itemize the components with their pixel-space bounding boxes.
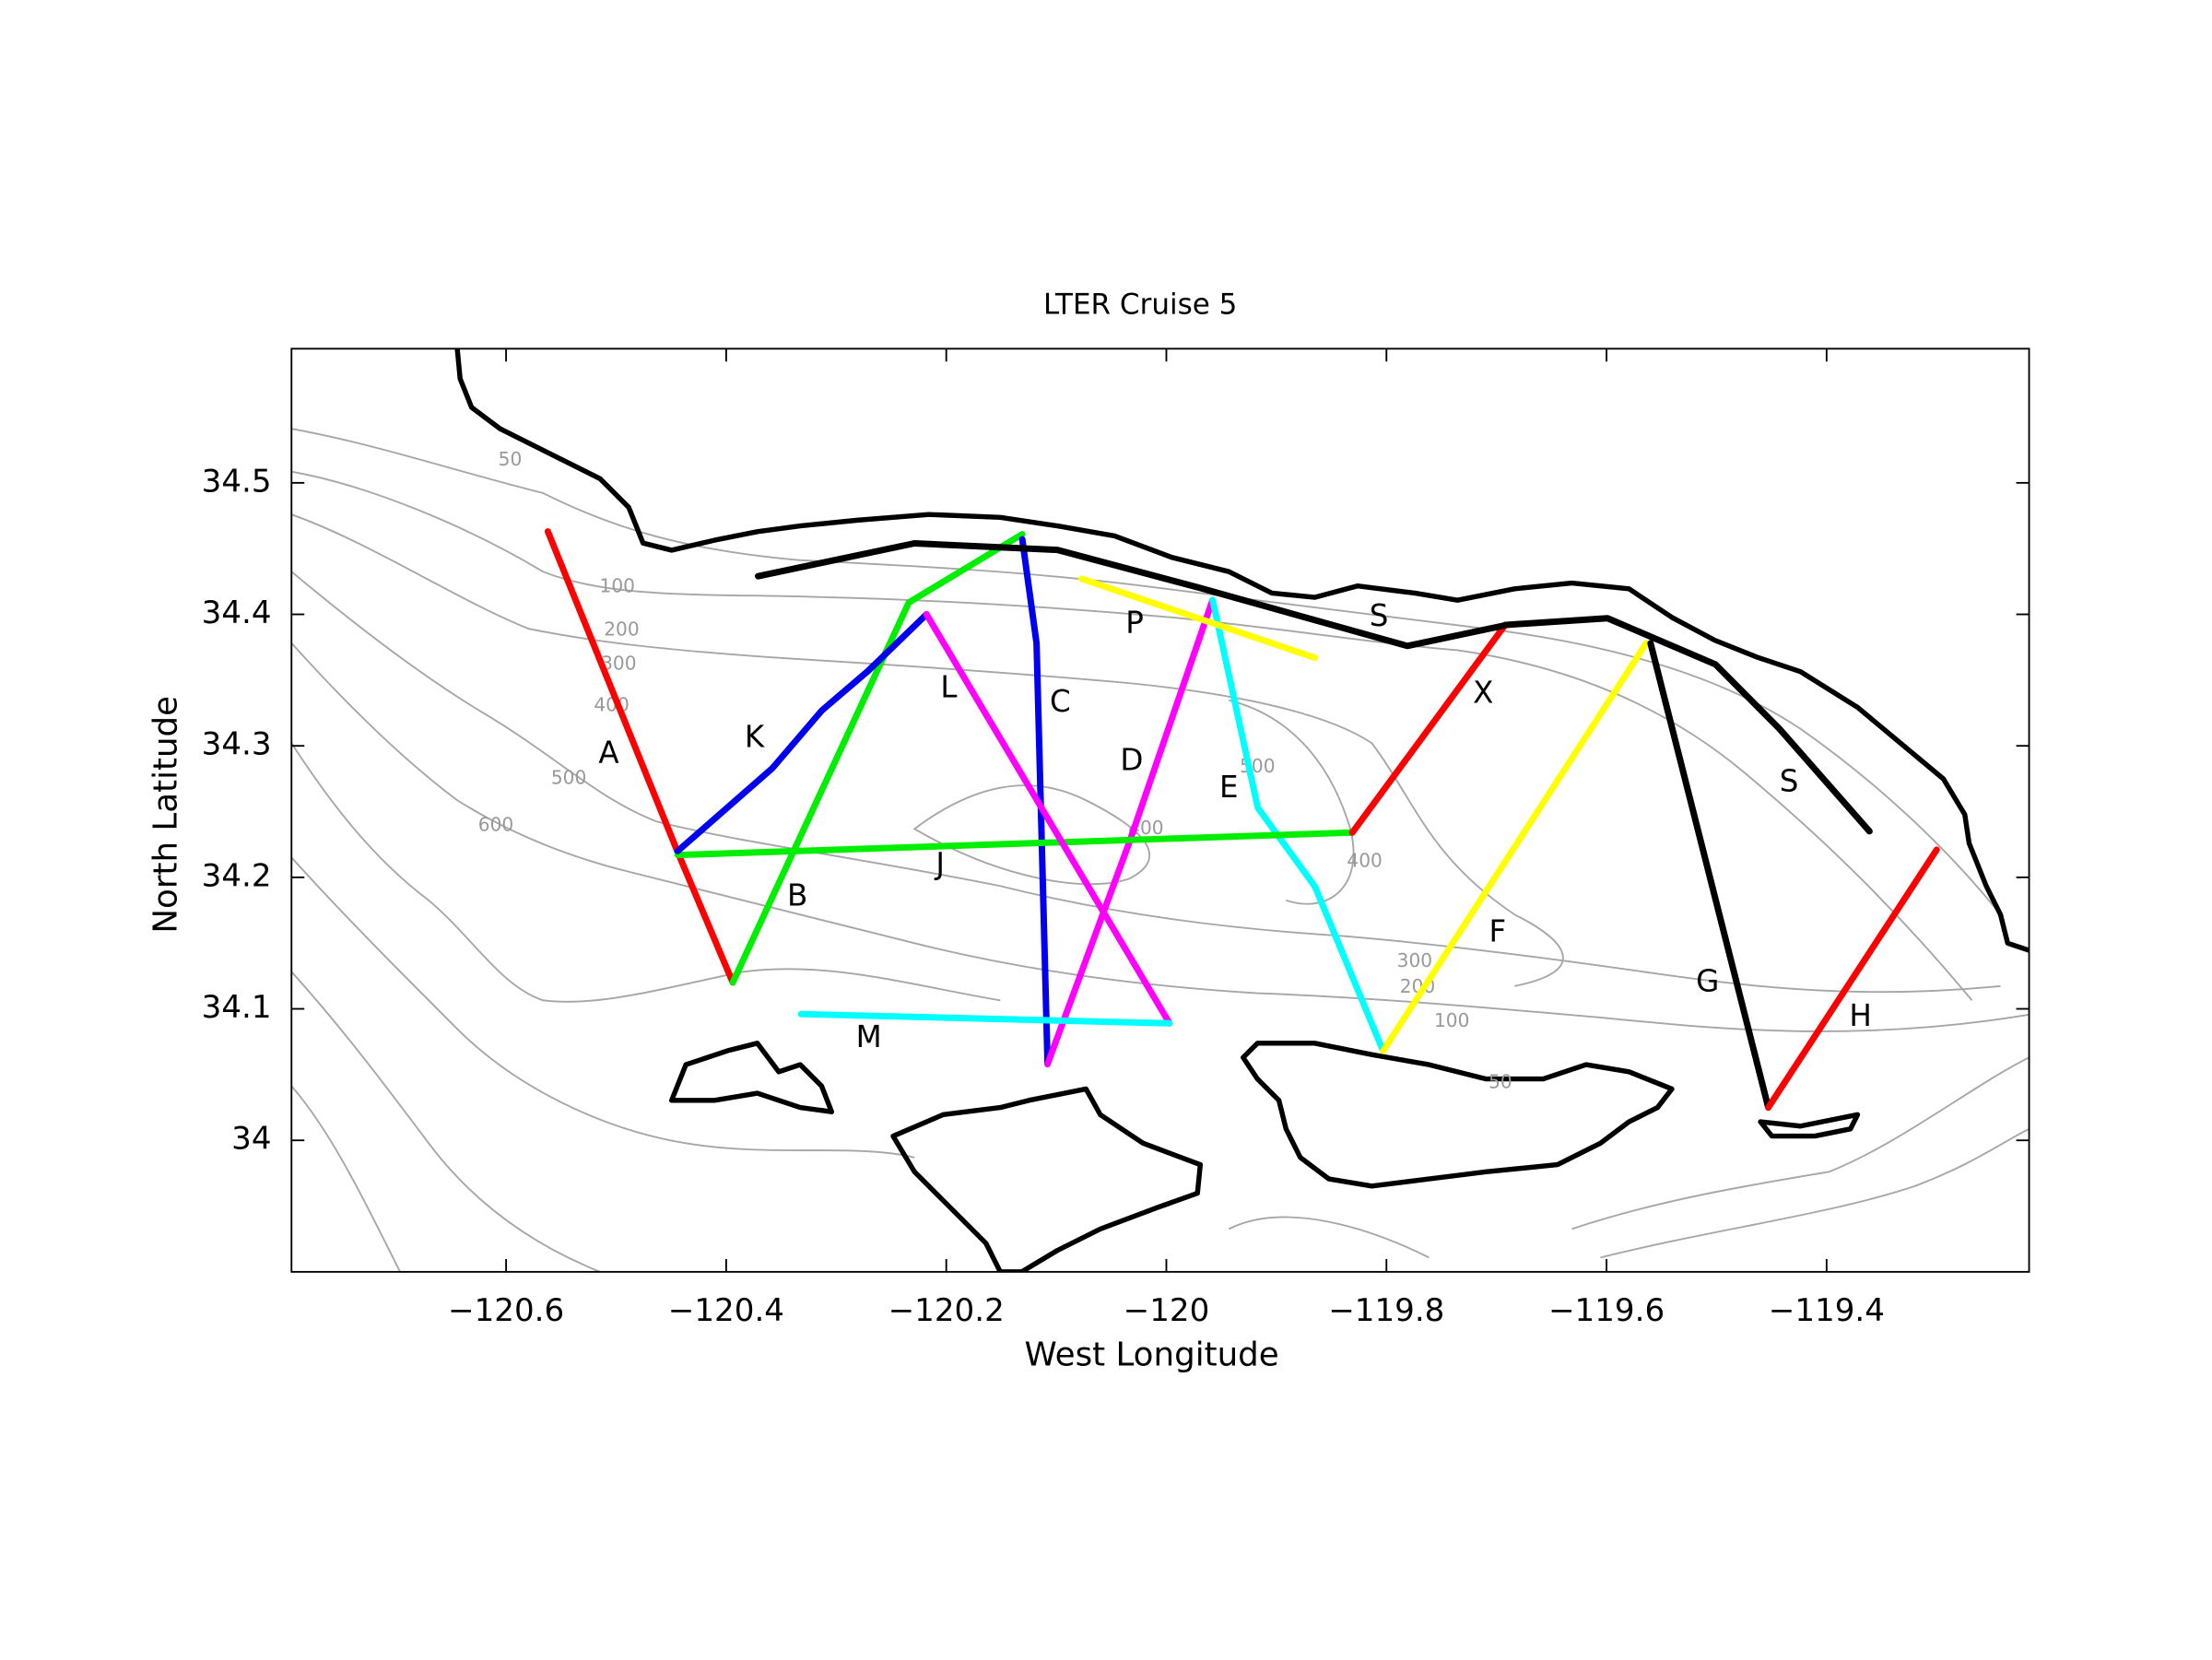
contour-line bbox=[291, 742, 1001, 1003]
track-label: S bbox=[1370, 598, 1389, 633]
track bbox=[674, 611, 930, 854]
track-label: A bbox=[598, 736, 618, 771]
x-tick-label: −119.6 bbox=[1548, 1292, 1665, 1329]
contour-line bbox=[291, 856, 915, 1159]
track bbox=[923, 611, 1173, 1027]
track bbox=[544, 528, 736, 986]
contour-label: 50 bbox=[499, 448, 523, 470]
y-tick-label: 34.1 bbox=[202, 989, 272, 1026]
track-label: K bbox=[745, 720, 766, 755]
track-label: M bbox=[856, 1019, 882, 1054]
x-tick-label: −120.4 bbox=[668, 1292, 784, 1329]
island bbox=[668, 1041, 835, 1114]
track bbox=[754, 540, 1873, 835]
track-label: H bbox=[1849, 998, 1871, 1033]
y-tick-label: 34.4 bbox=[202, 595, 272, 631]
contour-label: 600 bbox=[478, 814, 513, 836]
x-axis-label: West Longitude bbox=[1025, 1336, 1279, 1373]
island bbox=[890, 1086, 1204, 1272]
y-tick-label: 34.2 bbox=[202, 857, 272, 894]
x-tick-label: −119.4 bbox=[1769, 1292, 1885, 1329]
y-tick-label: 34.3 bbox=[202, 726, 272, 763]
y-axis-label: North Latitude bbox=[147, 696, 184, 934]
x-tick-label: −120.2 bbox=[888, 1292, 1005, 1329]
track bbox=[1380, 640, 1650, 1054]
track-label: E bbox=[1219, 770, 1239, 805]
track-label: X bbox=[1473, 676, 1493, 711]
contour-label: 500 bbox=[551, 766, 586, 788]
island bbox=[1758, 1112, 1861, 1139]
contour-label: 200 bbox=[604, 618, 639, 640]
plot-frame bbox=[290, 347, 2030, 1273]
chart-title: LTER Cruise 5 bbox=[1043, 288, 1237, 321]
contour-line bbox=[1229, 699, 1355, 905]
bathymetry bbox=[291, 348, 2030, 1272]
track-label: F bbox=[1488, 913, 1506, 948]
track-label: P bbox=[1125, 606, 1144, 641]
x-tick-label: −119.8 bbox=[1328, 1292, 1444, 1329]
track bbox=[1765, 846, 1940, 1112]
track bbox=[1078, 575, 1319, 662]
track bbox=[1348, 621, 1509, 836]
track-label: D bbox=[1120, 742, 1143, 777]
track-label: S bbox=[1780, 764, 1799, 799]
contour-line bbox=[291, 571, 2001, 994]
contour-label: 100 bbox=[1434, 1009, 1469, 1031]
track bbox=[674, 829, 1356, 859]
track bbox=[1647, 640, 1772, 1112]
contour-line bbox=[291, 642, 2030, 1032]
contour-line bbox=[291, 971, 601, 1272]
track bbox=[1018, 536, 1052, 1067]
track bbox=[729, 531, 1026, 986]
contour-line bbox=[1228, 1056, 2030, 1259]
y-tick-label: 34.5 bbox=[202, 463, 272, 500]
track bbox=[797, 1010, 1173, 1027]
x-tick-label: −120 bbox=[1124, 1292, 1210, 1329]
contour-label: 100 bbox=[600, 575, 635, 597]
track-label: B bbox=[787, 878, 807, 913]
coastline bbox=[454, 348, 2030, 953]
contour-line bbox=[291, 513, 1564, 987]
track bbox=[1044, 596, 1217, 1067]
island bbox=[1241, 1041, 1675, 1189]
y-tick-label: 34 bbox=[231, 1121, 271, 1158]
track-label: C bbox=[1050, 684, 1071, 719]
x-tick-label: −120.6 bbox=[448, 1292, 564, 1329]
track-label: G bbox=[1696, 964, 1719, 999]
contour-line bbox=[291, 428, 2002, 915]
contour-label: 300 bbox=[1397, 949, 1432, 971]
contour-line bbox=[912, 784, 1151, 886]
track bbox=[1209, 596, 1387, 1054]
contour-line bbox=[291, 470, 1973, 1001]
track-label: J bbox=[934, 847, 945, 882]
contour-line bbox=[291, 1085, 401, 1272]
track-label: L bbox=[940, 669, 957, 704]
contour-label: 400 bbox=[1347, 849, 1382, 871]
contour-label: 50 bbox=[1488, 1071, 1512, 1093]
